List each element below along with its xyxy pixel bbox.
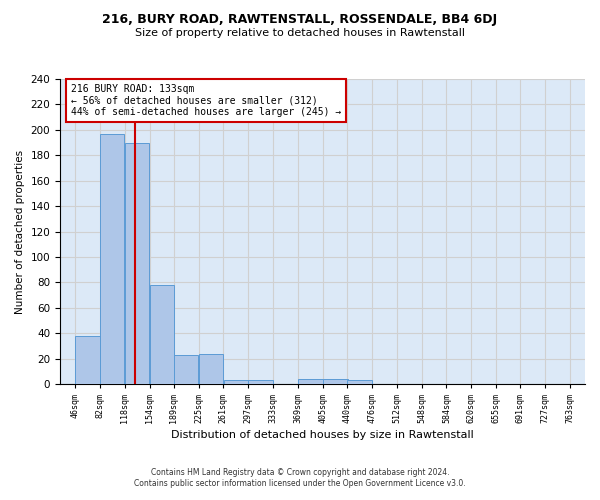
Bar xyxy=(323,379,347,384)
Bar xyxy=(347,380,372,384)
Bar xyxy=(224,380,248,384)
Bar xyxy=(298,379,323,384)
Text: 216, BURY ROAD, RAWTENSTALL, ROSSENDALE, BB4 6DJ: 216, BURY ROAD, RAWTENSTALL, ROSSENDALE,… xyxy=(103,12,497,26)
Bar xyxy=(174,355,199,384)
Bar xyxy=(75,336,100,384)
Text: Contains HM Land Registry data © Crown copyright and database right 2024.
Contai: Contains HM Land Registry data © Crown c… xyxy=(134,468,466,487)
Text: 216 BURY ROAD: 133sqm
← 56% of detached houses are smaller (312)
44% of semi-det: 216 BURY ROAD: 133sqm ← 56% of detached … xyxy=(71,84,341,117)
Text: Size of property relative to detached houses in Rawtenstall: Size of property relative to detached ho… xyxy=(135,28,465,38)
Bar xyxy=(100,134,124,384)
Bar xyxy=(248,380,273,384)
X-axis label: Distribution of detached houses by size in Rawtenstall: Distribution of detached houses by size … xyxy=(171,430,474,440)
Bar xyxy=(149,285,174,384)
Bar xyxy=(125,142,149,384)
Bar xyxy=(199,354,223,384)
Y-axis label: Number of detached properties: Number of detached properties xyxy=(15,150,25,314)
